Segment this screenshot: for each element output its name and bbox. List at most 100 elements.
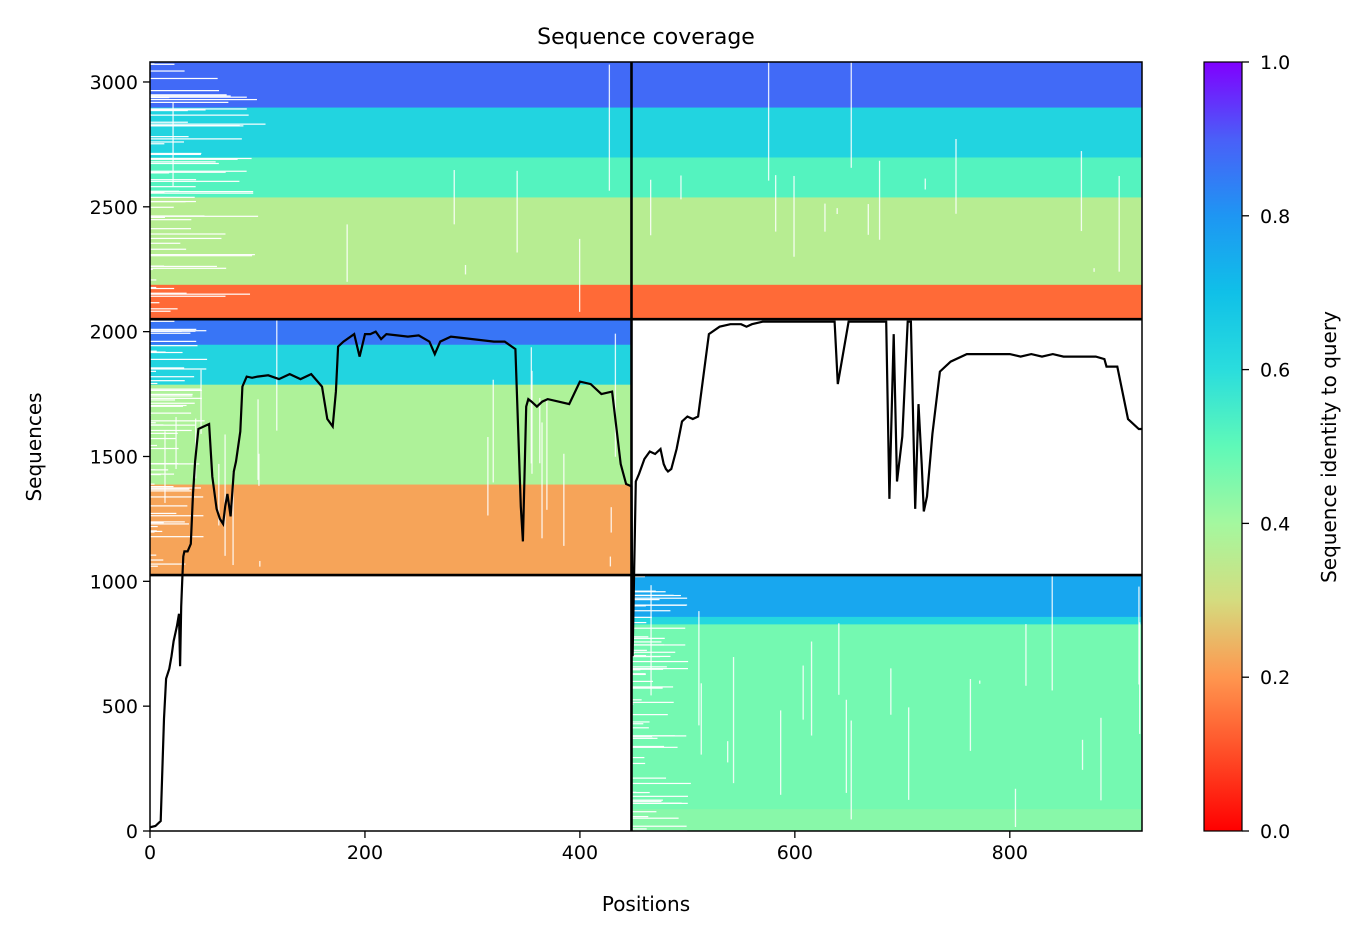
gap-column <box>530 347 532 464</box>
gap-streak <box>631 791 637 793</box>
gap-column <box>609 556 612 567</box>
identity-band <box>150 106 1142 158</box>
gap-streak <box>631 680 653 683</box>
gap-streak <box>631 735 687 737</box>
gap-column <box>1080 151 1083 232</box>
gap-streak <box>631 637 665 639</box>
identity-band <box>150 344 632 385</box>
gap-column <box>1081 739 1084 770</box>
gap-streak <box>631 651 676 653</box>
gap-streak <box>150 77 218 80</box>
gap-column <box>614 333 617 457</box>
gap-streak <box>150 136 189 138</box>
coverage-heatmap <box>150 62 1142 831</box>
y-tick-label: 1500 <box>90 446 138 468</box>
gap-column <box>727 741 729 763</box>
gap-column <box>810 641 813 736</box>
colorbar-tick-label: 0.0 <box>1260 821 1290 843</box>
gap-streak <box>150 345 198 347</box>
gap-streak <box>150 376 195 378</box>
gap-streak <box>150 422 156 424</box>
gap-streak <box>150 424 195 426</box>
gap-streak <box>631 727 649 729</box>
y-tick-label: 0 <box>126 821 138 843</box>
gap-streak <box>150 332 191 334</box>
gap-streak <box>150 420 205 422</box>
gap-column <box>276 319 278 431</box>
gap-column <box>824 203 826 232</box>
gap-column <box>732 657 735 784</box>
gap-column <box>259 560 261 567</box>
gap-streak <box>631 723 644 725</box>
gap-column <box>780 710 782 795</box>
plot-area <box>150 62 1142 831</box>
gap-streak <box>150 402 195 404</box>
gap-column <box>578 238 581 312</box>
gap-streak <box>150 94 227 96</box>
gap-column <box>563 453 565 546</box>
gap-streak <box>150 254 255 256</box>
gap-streak <box>631 667 688 670</box>
identity-band <box>150 319 632 345</box>
gap-column <box>767 62 770 181</box>
gap-streak <box>631 599 660 601</box>
gap-streak <box>150 248 187 250</box>
gap-streak <box>150 531 155 533</box>
gap-streak <box>150 295 226 297</box>
gap-streak <box>631 655 661 658</box>
gap-column <box>608 64 611 191</box>
gap-streak <box>150 63 175 65</box>
gap-streak <box>150 162 219 165</box>
gap-column <box>878 160 881 240</box>
gap-streak <box>150 302 160 304</box>
y-tick-label: 3000 <box>90 72 138 94</box>
colorbar-ticks: 0.0 0.2 0.4 0.6 0.8 1.0 <box>1242 52 1290 843</box>
chain-boundaries <box>150 62 1142 831</box>
gap-streak <box>150 496 204 498</box>
colorbar-tick-label: 0.6 <box>1260 360 1290 382</box>
gap-streak <box>150 397 202 399</box>
gap-streak <box>631 649 647 651</box>
gap-column <box>492 379 494 483</box>
gap-streak <box>631 669 641 671</box>
gap-streak <box>631 627 686 629</box>
gap-streak <box>150 350 157 352</box>
identity-band <box>150 156 1142 198</box>
gap-streak <box>150 563 186 565</box>
coverage-line <box>150 320 1142 829</box>
gap-streak <box>631 800 662 802</box>
gap-streak <box>631 666 667 668</box>
gap-streak <box>150 515 204 517</box>
gap-column <box>908 707 910 800</box>
gap-streak <box>150 487 201 489</box>
gap-streak <box>150 328 197 330</box>
gap-streak <box>150 219 192 221</box>
gap-column <box>257 399 259 480</box>
gap-column <box>200 369 202 434</box>
gap-column <box>1051 575 1053 691</box>
gap-column <box>1093 268 1095 272</box>
gap-streak <box>150 216 165 218</box>
gap-streak <box>631 825 687 827</box>
gap-streak <box>631 828 647 830</box>
gap-streak <box>150 469 156 471</box>
gap-column <box>546 398 548 510</box>
gap-streak <box>150 125 244 127</box>
gap-streak <box>150 171 226 173</box>
gap-streak <box>150 190 180 192</box>
gap-column <box>1139 622 1141 734</box>
gap-streak <box>150 444 158 447</box>
gap-column <box>775 175 777 232</box>
y-tick-label: 500 <box>102 696 138 718</box>
gap-streak <box>150 380 185 382</box>
gap-column <box>650 585 652 696</box>
y-tick-label: 2500 <box>90 197 138 219</box>
gap-column <box>650 179 652 236</box>
gap-streak <box>150 559 164 561</box>
gap-streak <box>150 530 157 532</box>
identity-band <box>150 384 632 485</box>
gap-column <box>700 683 702 755</box>
gap-streak <box>631 782 691 785</box>
gap-streak <box>150 429 192 432</box>
x-tick-label: 200 <box>347 842 383 864</box>
